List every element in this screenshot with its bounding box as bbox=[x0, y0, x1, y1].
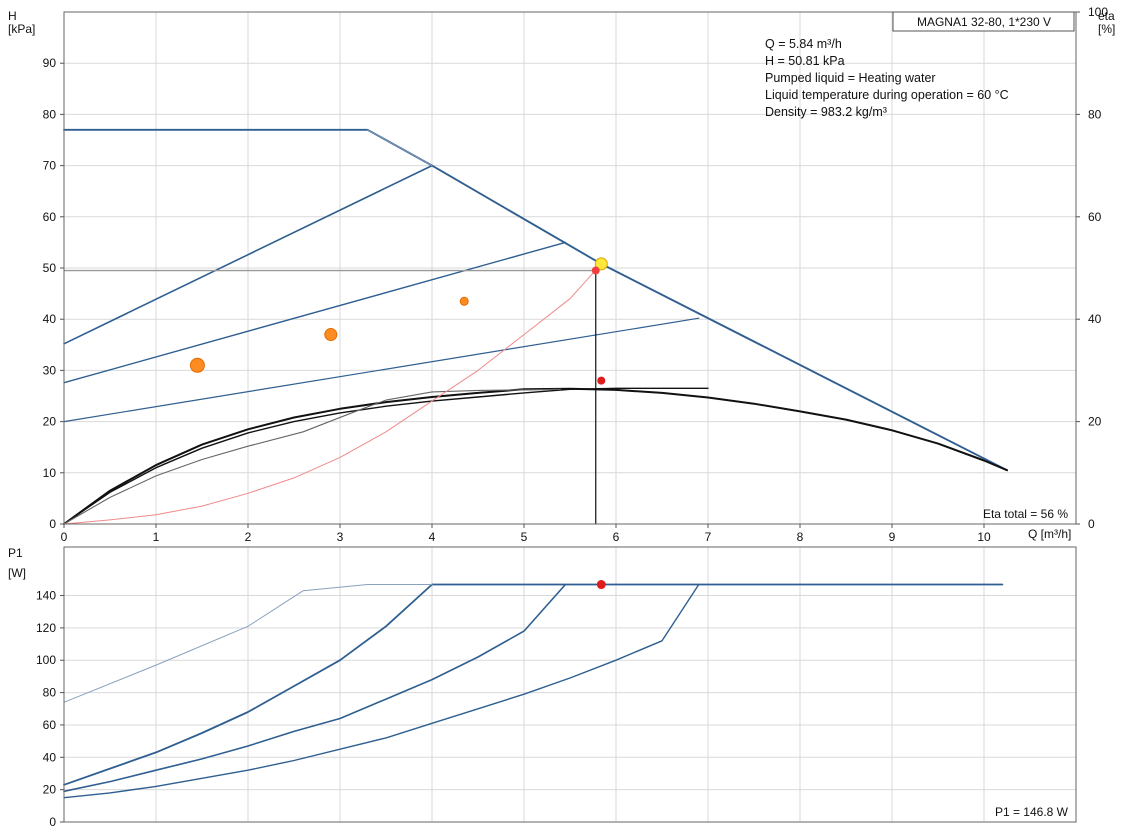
p1-tick-label: 60 bbox=[43, 718, 57, 732]
head-series-efficiency-max bbox=[63, 387, 1008, 525]
p1-tick-label: 140 bbox=[36, 589, 56, 603]
power-chart-axes: 0 20 40 60 80 100 120 140 bbox=[36, 589, 64, 829]
power-chart-series bbox=[63, 583, 1004, 799]
h-tick-label: 0 bbox=[49, 517, 56, 531]
eta-tick-label: 40 bbox=[1088, 312, 1102, 326]
head-efficiency-point bbox=[597, 376, 606, 385]
power-series-power-curve bbox=[63, 583, 700, 799]
head-chart-points bbox=[189, 257, 608, 385]
h-tick-label: 60 bbox=[43, 210, 57, 224]
h-tick-label: 70 bbox=[43, 159, 57, 173]
head-dot bbox=[189, 357, 205, 373]
power-operating-point bbox=[596, 580, 606, 590]
head-chart-axes: 0 1 2 3 4 5 6 7 8 9 100102030405060708090020406080… bbox=[43, 5, 1109, 544]
q-axis-label: Q [m³/h] bbox=[1028, 527, 1071, 541]
eta-tick-label: 60 bbox=[1088, 210, 1102, 224]
p1-tick-label: 40 bbox=[43, 750, 57, 764]
q-tick-label: 10 bbox=[977, 530, 991, 544]
q-tick-label: 0 bbox=[61, 530, 68, 544]
q-tick-label: 6 bbox=[613, 530, 620, 544]
head-axis-label-unit: [kPa] bbox=[8, 22, 35, 36]
head-system-point bbox=[591, 266, 600, 275]
power-series-power-curve bbox=[63, 583, 567, 793]
head-series-const-pressure bbox=[63, 164, 433, 345]
info-line-temperature: Liquid temperature during operation = 60… bbox=[765, 88, 1009, 102]
p1-tick-label: 20 bbox=[43, 783, 57, 797]
info-line-liquid: Pumped liquid = Heating water bbox=[765, 71, 936, 85]
q-tick-label: 3 bbox=[337, 530, 344, 544]
head-dot bbox=[324, 328, 338, 342]
power-chart-frame bbox=[63, 546, 1077, 823]
h-tick-label: 20 bbox=[43, 415, 57, 429]
head-chart-series bbox=[63, 128, 1008, 525]
info-line-head: H = 50.81 kPa bbox=[765, 54, 845, 68]
eta-tick-label: 20 bbox=[1088, 415, 1102, 429]
head-series-efficiency-curve bbox=[63, 388, 562, 525]
p1-tick-label: 80 bbox=[43, 686, 57, 700]
q-tick-label: 9 bbox=[889, 530, 896, 544]
head-series-max-curve bbox=[63, 128, 1008, 472]
head-series-efficiency-curve bbox=[63, 387, 709, 525]
p1-tick-label: 0 bbox=[49, 815, 56, 827]
eta-tick-label: 0 bbox=[1088, 517, 1095, 531]
power-chart-points bbox=[596, 580, 606, 590]
head-series-const-pressure bbox=[63, 317, 700, 423]
power-annotation: P1 = 146.8 W bbox=[995, 805, 1069, 819]
h-tick-label: 90 bbox=[43, 56, 57, 70]
q-tick-label: 1 bbox=[153, 530, 160, 544]
q-tick-label: 4 bbox=[429, 530, 436, 544]
head-series-system-curve bbox=[63, 263, 602, 525]
p1-tick-label: 100 bbox=[36, 653, 56, 667]
power-axis-label-p1: P1 bbox=[8, 546, 23, 560]
eta-axis-unit: [%] bbox=[1098, 22, 1115, 36]
h-tick-label: 30 bbox=[43, 363, 57, 377]
eta-tick-label: 100 bbox=[1088, 5, 1108, 19]
h-tick-label: 10 bbox=[43, 466, 57, 480]
pump-title-box bbox=[892, 11, 1075, 32]
q-tick-label: 8 bbox=[797, 530, 804, 544]
h-tick-label: 80 bbox=[43, 107, 57, 121]
q-tick-label: 7 bbox=[705, 530, 712, 544]
h-tick-label: 40 bbox=[43, 312, 57, 326]
head-chart-reference-lines bbox=[64, 269, 597, 524]
eta-axis-label: eta bbox=[1098, 9, 1115, 23]
info-line-flow: Q = 5.84 m³/h bbox=[765, 37, 842, 51]
power-axis-label-unit: [W] bbox=[8, 566, 26, 580]
info-line-density: Density = 983.2 kg/m³ bbox=[765, 105, 887, 119]
head-series-thin-line bbox=[367, 129, 433, 167]
power-series-power-curve bbox=[63, 583, 1004, 786]
eta-total-annotation: Eta total = 56 % bbox=[983, 507, 1068, 521]
h-tick-label: 50 bbox=[43, 261, 57, 275]
q-tick-label: 5 bbox=[521, 530, 528, 544]
head-dot bbox=[459, 296, 469, 306]
power-series-thin-curve bbox=[63, 584, 433, 703]
power-chart-grid bbox=[63, 547, 1076, 823]
eta-tick-label: 80 bbox=[1088, 107, 1102, 121]
pump-title: MAGNA1 32-80, 1*230 V bbox=[917, 15, 1051, 29]
head-operating-point bbox=[594, 257, 608, 271]
head-series-const-pressure bbox=[63, 241, 567, 384]
p1-tick-label: 120 bbox=[36, 621, 56, 635]
q-tick-label: 2 bbox=[245, 530, 252, 544]
head-axis-label-h: H bbox=[8, 9, 17, 23]
